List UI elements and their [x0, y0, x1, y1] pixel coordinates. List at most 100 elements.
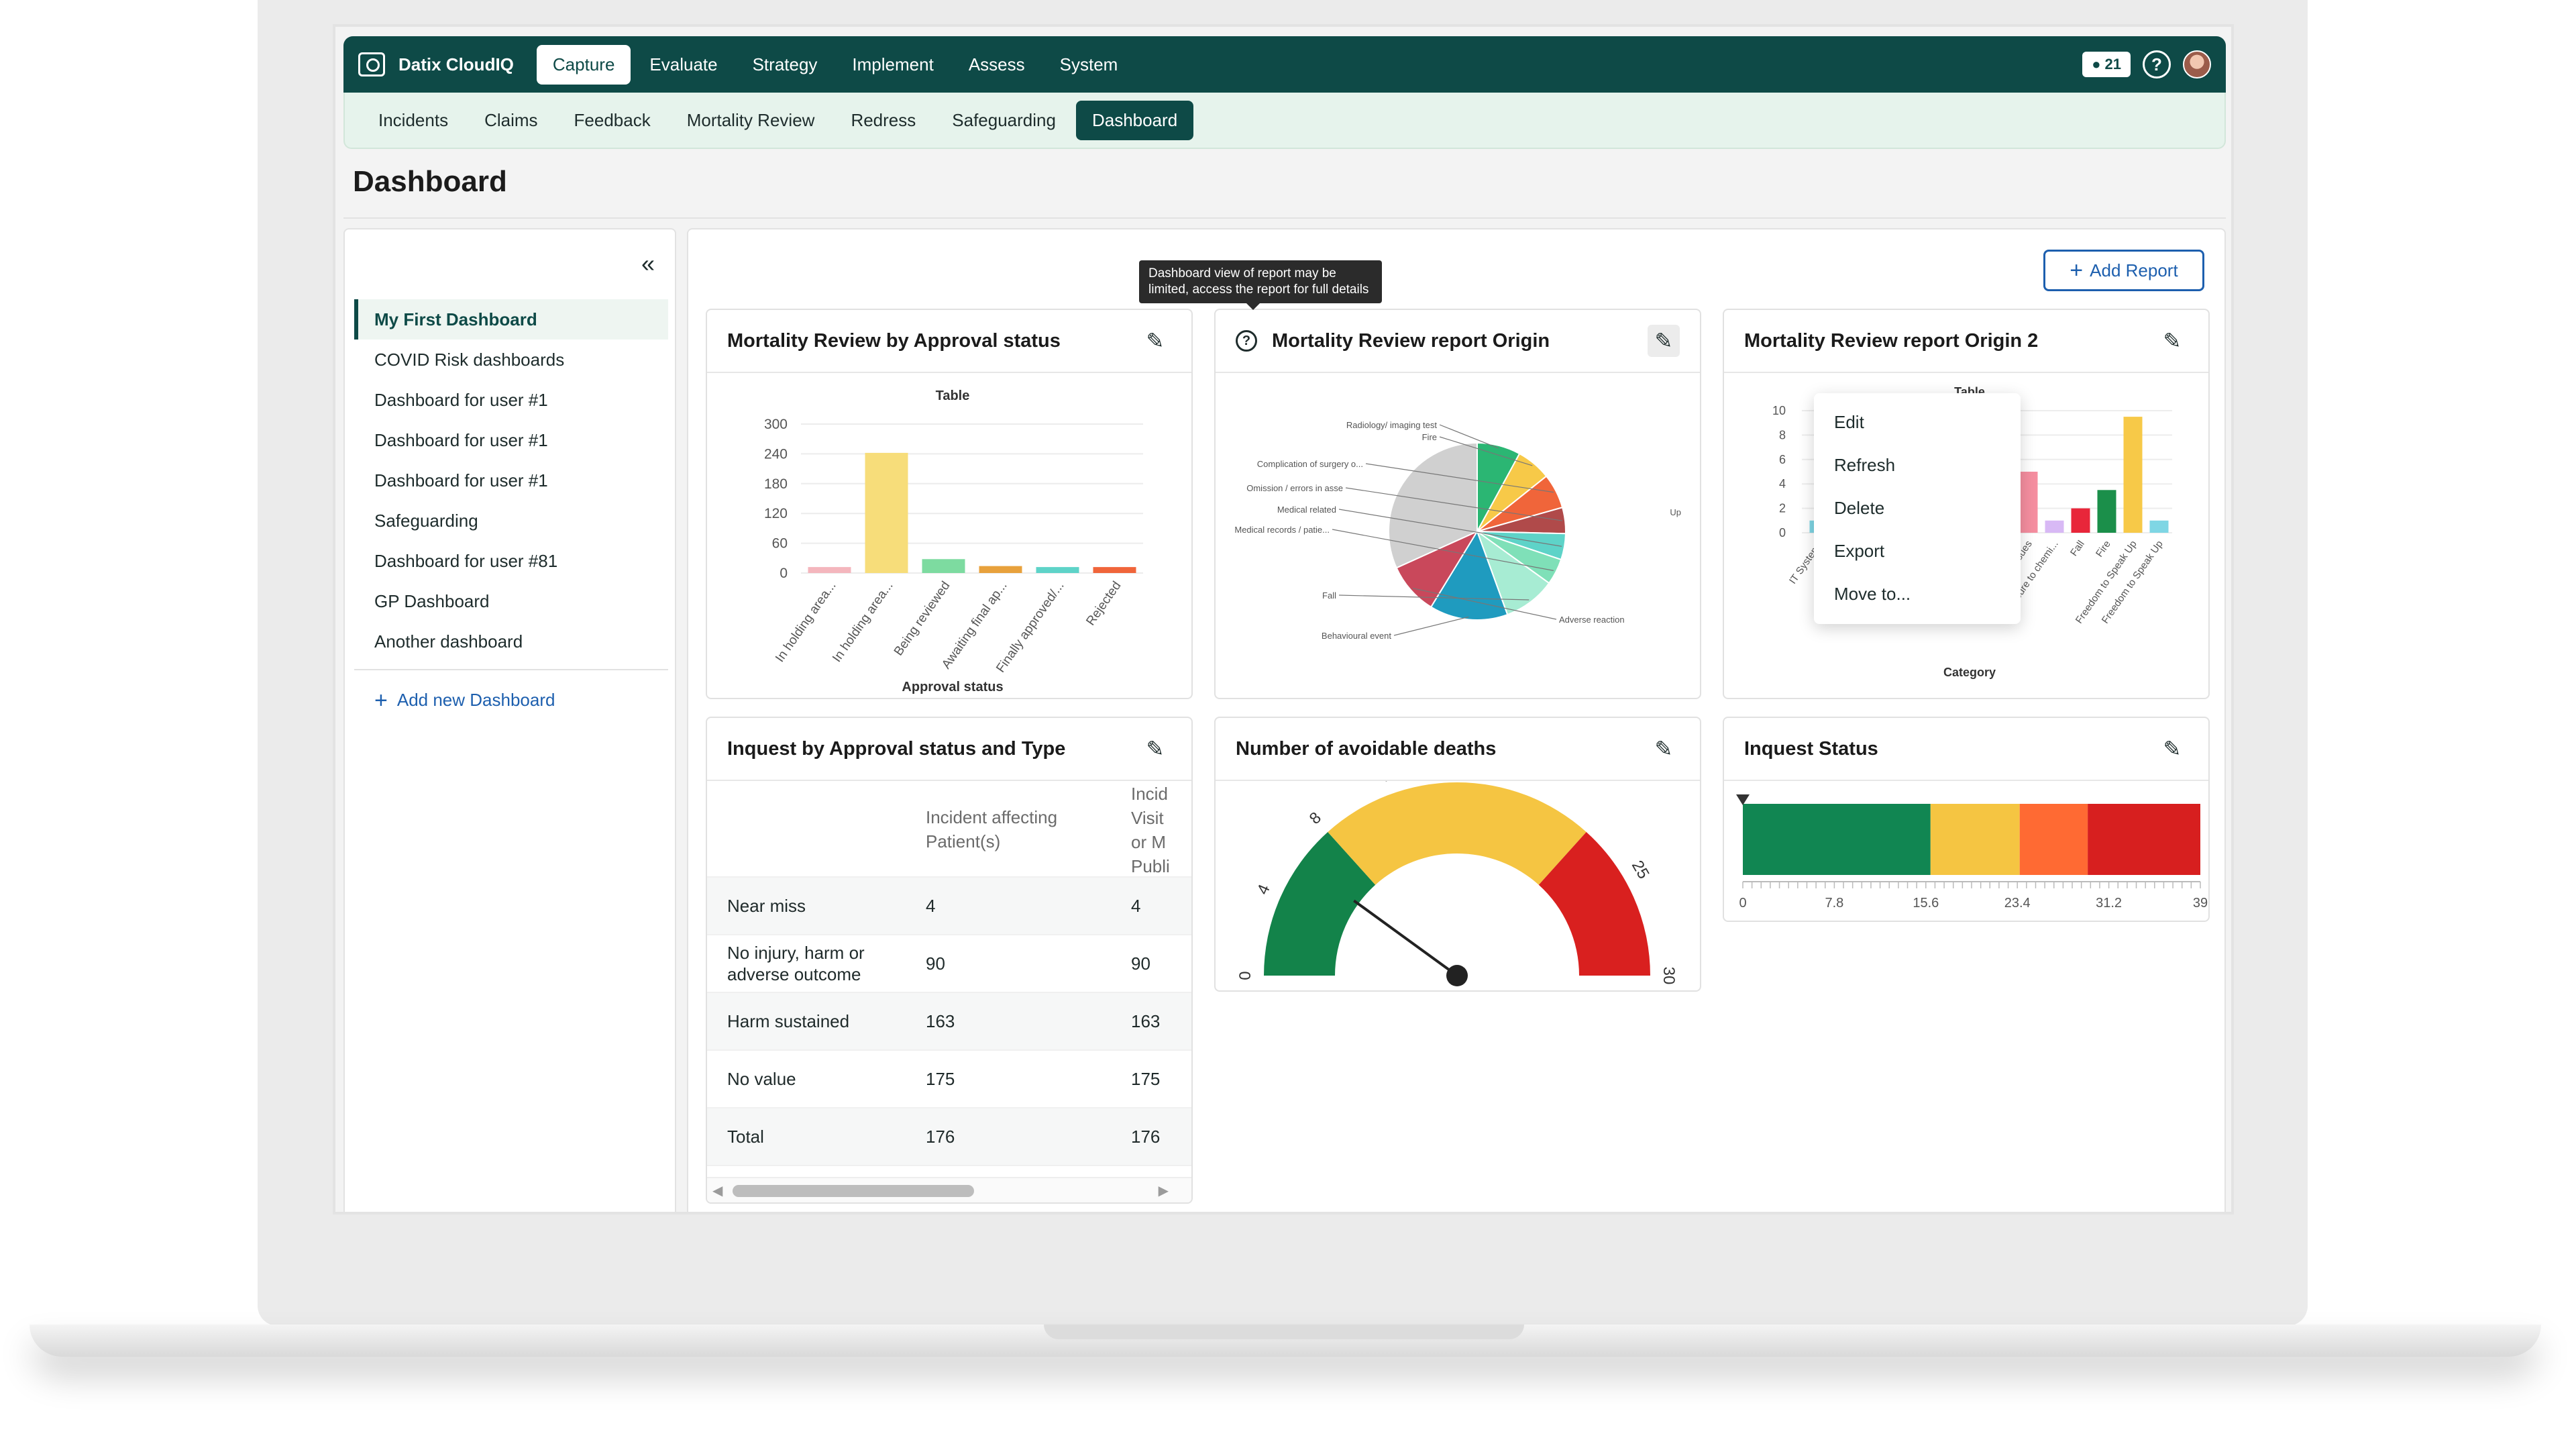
- nav-strategy[interactable]: Strategy: [752, 54, 818, 74]
- y-tick-label: 6: [1779, 453, 1786, 466]
- menu-item-edit[interactable]: Edit: [1834, 412, 1864, 432]
- menu-item-move-to[interactable]: Move to...: [1834, 584, 1911, 604]
- avatar[interactable]: [2183, 50, 2211, 79]
- laptop-notch: [1044, 1325, 1524, 1339]
- dashboard-item[interactable]: My First Dashboard: [354, 299, 668, 340]
- nav-system[interactable]: System: [1059, 54, 1118, 74]
- table-cell: 176: [926, 1126, 955, 1147]
- nav-capture[interactable]: Capture: [536, 44, 631, 85]
- table-cell: 163: [1131, 1010, 1161, 1031]
- menu-item-export[interactable]: Export: [1834, 541, 1885, 561]
- scroll-right-icon[interactable]: ▶: [1158, 1184, 1169, 1198]
- bar: [922, 559, 965, 573]
- status-marker-icon: [1736, 794, 1750, 805]
- x-tick-label: In holding area...: [830, 579, 896, 665]
- subnav-mortality-review[interactable]: Mortality Review: [686, 109, 815, 130]
- pencil-icon[interactable]: ✎: [1146, 737, 1165, 761]
- card-title: Mortality Review report Origin: [1272, 329, 1550, 352]
- pencil-icon[interactable]: ✎: [1654, 737, 1673, 761]
- card-header: Number of avoidable deaths ✎: [1216, 718, 1700, 781]
- pencil-icon[interactable]: ✎: [1648, 325, 1680, 357]
- subnav-incidents[interactable]: Incidents: [378, 109, 449, 130]
- user-count-badge[interactable]: ● 21: [2082, 52, 2131, 77]
- dashboard-item[interactable]: Dashboard for user #1: [374, 470, 548, 490]
- dashboard-item[interactable]: Another dashboard: [374, 631, 523, 652]
- scroll-left-icon[interactable]: ◀: [712, 1184, 723, 1198]
- subnav-safeguarding[interactable]: Safeguarding: [952, 109, 1056, 130]
- collapse-sidebar-icon[interactable]: «: [641, 250, 655, 277]
- card-header: Inquest by Approval status and Type ✎: [707, 718, 1191, 781]
- card-header: Mortality Review by Approval status ✎: [707, 310, 1191, 373]
- report-context-menu: Edit Refresh Delete Export Move to...: [1814, 393, 2021, 624]
- status-segment: [1930, 804, 2020, 875]
- subnav-dashboard[interactable]: Dashboard: [1075, 100, 1194, 140]
- bar: [2149, 520, 2169, 533]
- y-tick-label: 0: [1779, 526, 1786, 539]
- card-title: Mortality Review by Approval status: [727, 329, 1061, 352]
- top-navigation: Datix CloudIQ Capture Evaluate Strategy …: [343, 36, 2226, 93]
- pie-label: Radiology/ imaging test: [1346, 420, 1438, 430]
- nav-assess[interactable]: Assess: [968, 54, 1025, 74]
- add-report-button[interactable]: + Add Report: [2043, 250, 2204, 291]
- datix-logo-icon: [358, 52, 385, 76]
- help-icon[interactable]: ?: [2143, 50, 2171, 79]
- pie-leader-line: [1412, 588, 1557, 620]
- avoidable-deaths-gauge: 0 4 8 12 18 25 30: [1236, 763, 1678, 986]
- gauge-tick-label: 18: [1511, 781, 1534, 786]
- status-segment: [1743, 804, 1931, 875]
- gauge-band: [1538, 831, 1650, 976]
- app-screen: Datix CloudIQ Capture Evaluate Strategy …: [333, 24, 2234, 1214]
- pie-leader-line: [1338, 594, 1529, 601]
- bar: [2123, 417, 2143, 533]
- pie-label: Adverse reaction: [1559, 615, 1625, 625]
- dashboard-item[interactable]: GP Dashboard: [374, 591, 490, 611]
- subnav-feedback[interactable]: Feedback: [574, 109, 651, 130]
- table-cell: Total: [727, 1126, 764, 1147]
- dashboard-item[interactable]: Dashboard for user #1: [374, 390, 548, 410]
- table-cell: Near miss: [727, 895, 806, 916]
- gauge-needle: [1353, 899, 1458, 977]
- add-new-dashboard-label: Add new Dashboard: [396, 690, 555, 710]
- subnav-claims[interactable]: Claims: [484, 109, 538, 130]
- pie-label: Behavioural event: [1322, 631, 1391, 641]
- dashboard-item[interactable]: Safeguarding: [374, 511, 478, 531]
- origin-pie-chart: Radiology/ imaging test Fire Complication …: [1234, 420, 1681, 641]
- pie-leader-line: [1393, 616, 1469, 636]
- bar: [1093, 567, 1136, 573]
- menu-item-refresh[interactable]: Refresh: [1834, 455, 1896, 475]
- menu-item-delete[interactable]: Delete: [1834, 498, 1885, 518]
- add-new-dashboard-link[interactable]: + Add new Dashboard: [374, 689, 555, 712]
- horizontal-scrollbar[interactable]: ◀ ▶: [707, 1177, 1191, 1202]
- table-header-cell: Incident affecting Patient(s): [926, 807, 1058, 851]
- pencil-icon[interactable]: ✎: [1146, 329, 1165, 353]
- y-tick-label: 2: [1779, 502, 1786, 515]
- pencil-icon[interactable]: ✎: [2163, 329, 2182, 353]
- table-cell: Harm sustained: [727, 1010, 850, 1031]
- pie-label: Complication of surgery o...: [1257, 459, 1363, 469]
- y-tick-label: 60: [772, 536, 788, 552]
- x-axis-label: Category: [1943, 666, 1996, 679]
- nav-implement[interactable]: Implement: [852, 54, 934, 74]
- subnav-redress[interactable]: Redress: [851, 109, 916, 130]
- table-cell: 90: [926, 953, 945, 974]
- brand-name: Datix CloudIQ: [398, 54, 514, 74]
- dashboard-item[interactable]: COVID Risk dashboards: [374, 350, 565, 370]
- question-icon[interactable]: ?: [1236, 330, 1257, 352]
- dashboard-item[interactable]: Dashboard for user #81: [374, 551, 558, 571]
- scroll-thumb[interactable]: [733, 1185, 974, 1197]
- dashboard-list: My First Dashboard COVID Risk dashboards…: [354, 299, 668, 662]
- table-row: Total 176 176: [707, 1108, 1191, 1166]
- gauge-tick-label: 30: [1660, 967, 1678, 985]
- brand[interactable]: Datix CloudIQ: [358, 52, 514, 76]
- x-tick-label: In holding area...: [773, 579, 839, 665]
- nav-evaluate[interactable]: Evaluate: [649, 54, 718, 74]
- table-header-cell: Incid Visit or M Publi: [1131, 784, 1170, 876]
- x-tick-label: 39: [2193, 896, 2208, 911]
- pie-label: Fire: [1422, 432, 1437, 442]
- pie-leader-line: [1365, 463, 1554, 493]
- pie-label: Up: [1670, 507, 1681, 517]
- dashboard-item[interactable]: Dashboard for user #1: [374, 430, 548, 450]
- pie-leader-line: [1332, 529, 1554, 571]
- x-tick-label: 31.2: [2096, 896, 2122, 911]
- pencil-icon[interactable]: ✎: [2163, 737, 2182, 761]
